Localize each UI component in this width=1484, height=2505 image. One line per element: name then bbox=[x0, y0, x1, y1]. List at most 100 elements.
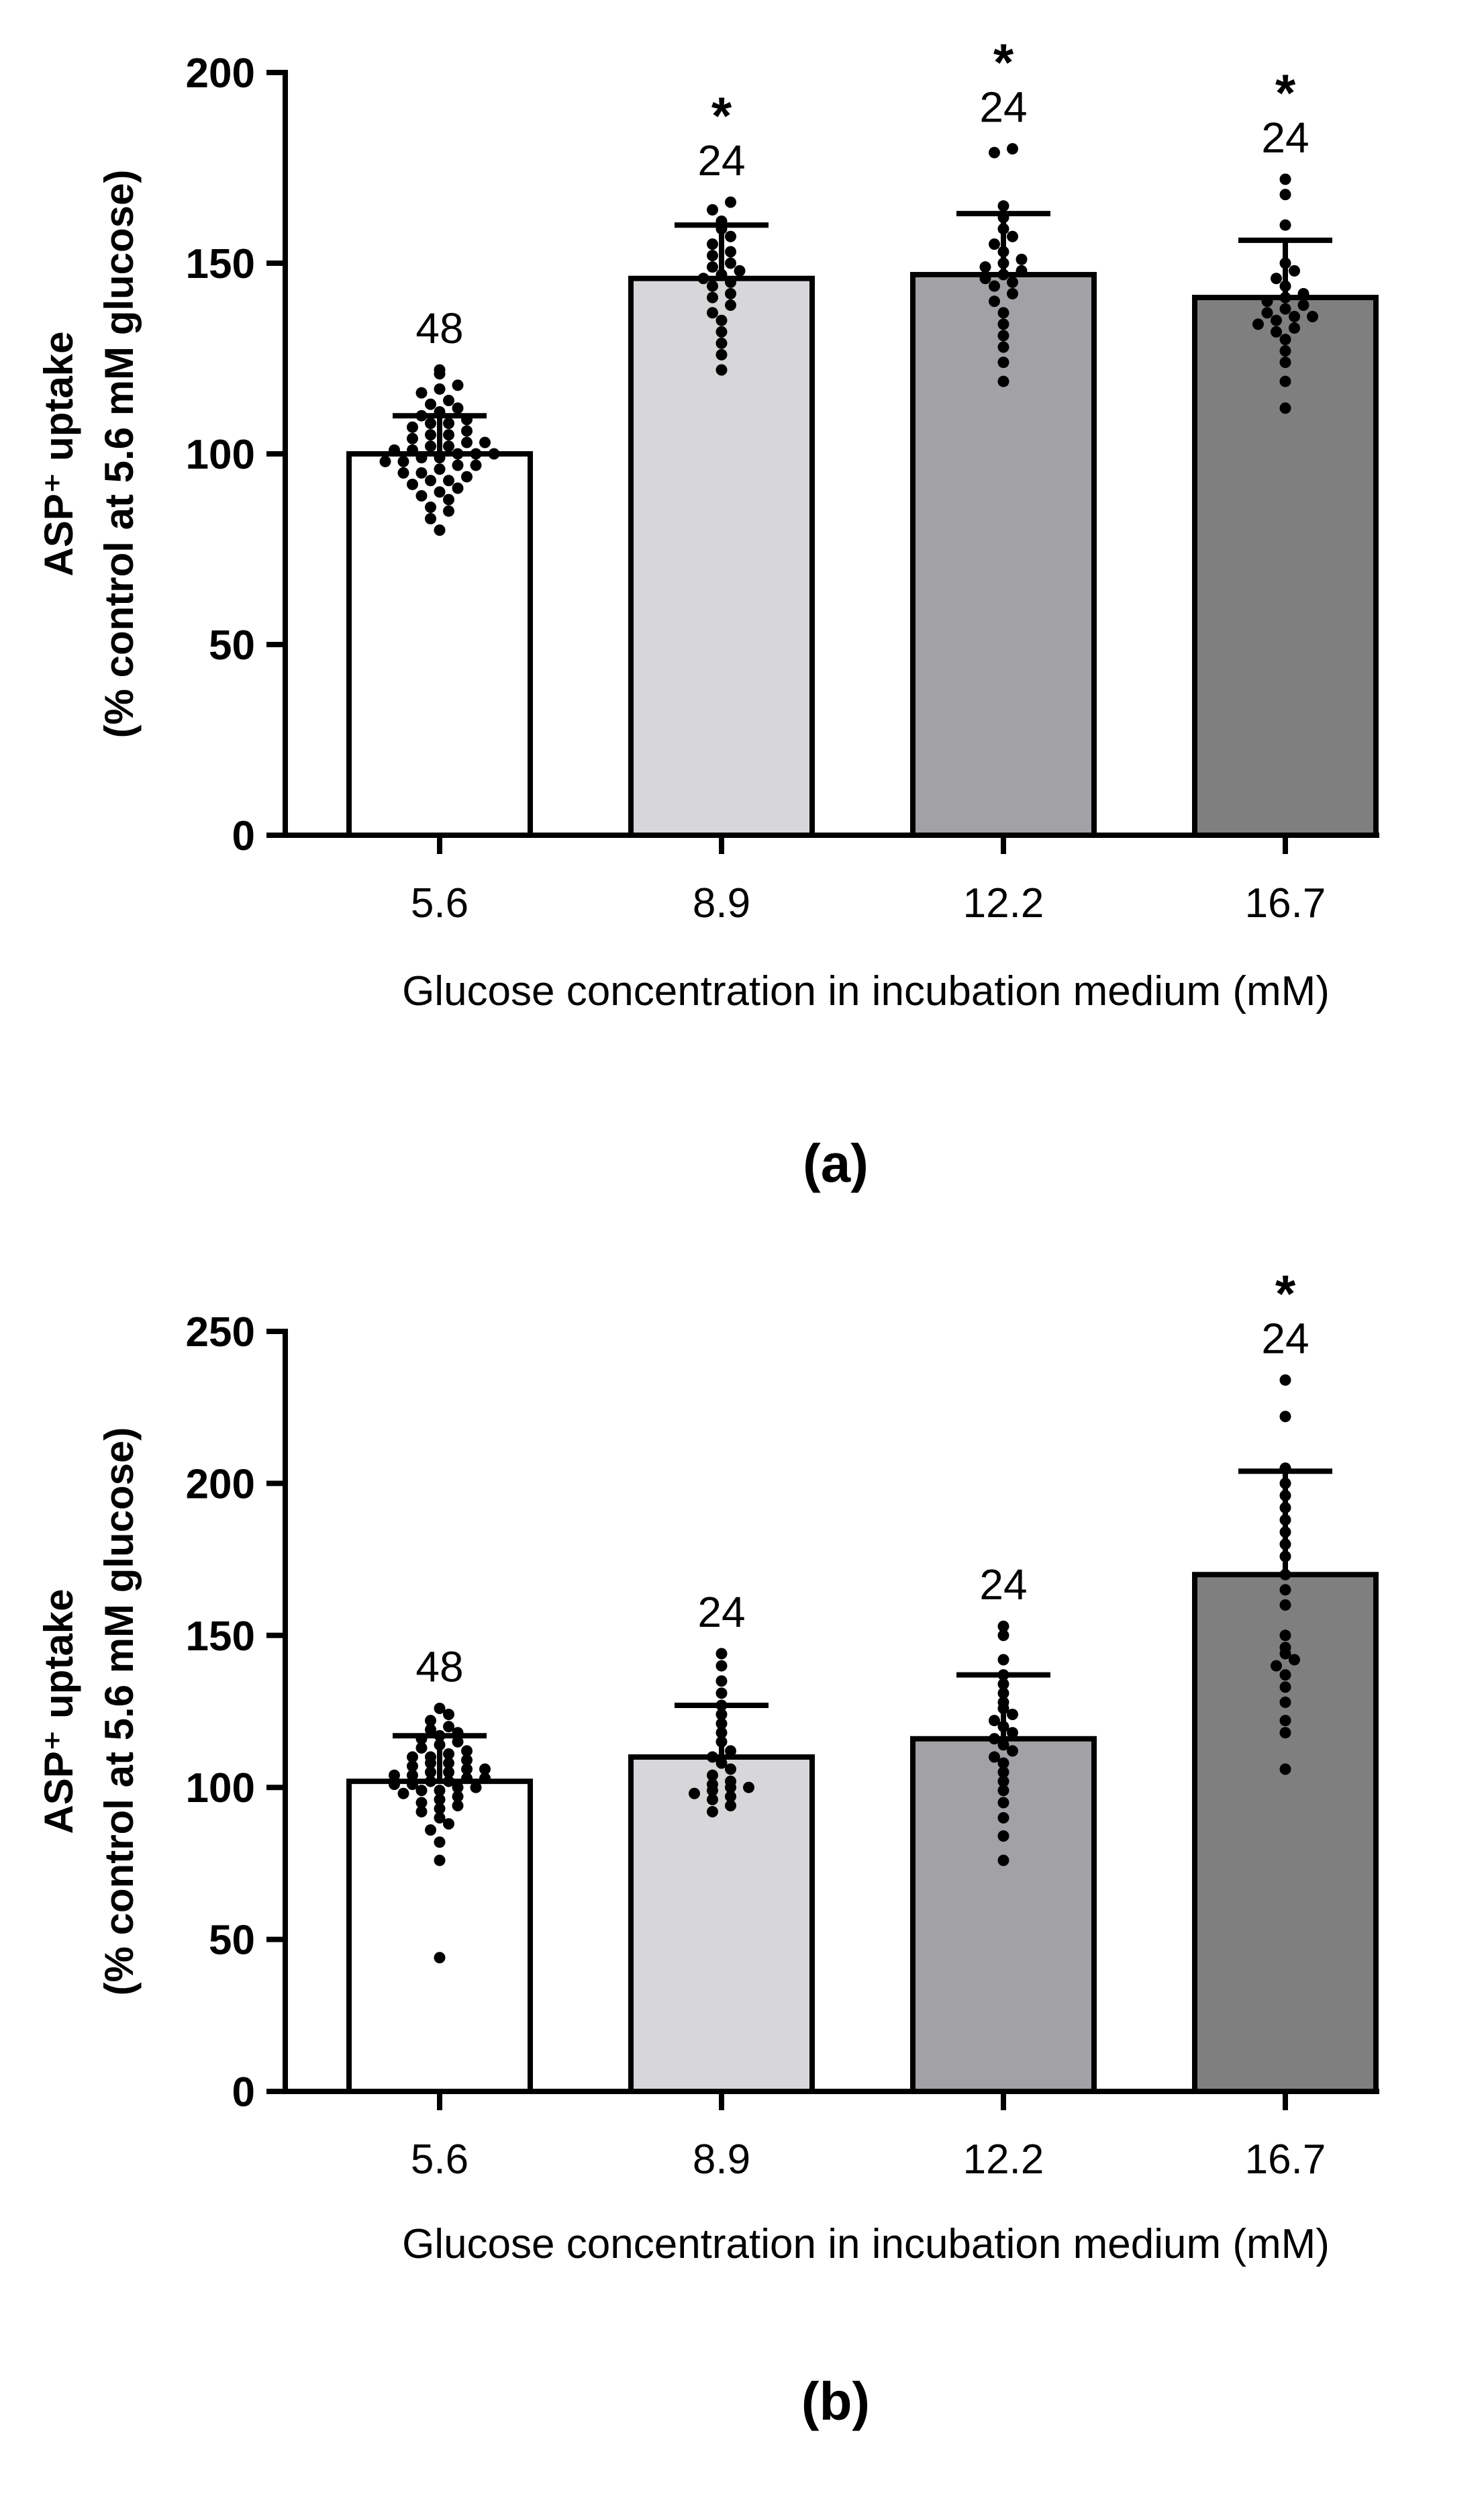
data-point bbox=[1007, 230, 1018, 242]
data-point bbox=[415, 452, 428, 464]
data-point bbox=[443, 1757, 454, 1769]
data-point bbox=[434, 1811, 446, 1824]
data-point bbox=[715, 364, 728, 376]
data-point bbox=[1007, 276, 1018, 288]
data-point bbox=[1279, 1681, 1291, 1693]
data-point bbox=[389, 1779, 400, 1791]
data-point bbox=[725, 276, 736, 288]
significance-star: * bbox=[993, 33, 1014, 92]
data-point bbox=[997, 1620, 1009, 1632]
data-point bbox=[715, 1648, 728, 1660]
data-point bbox=[389, 1769, 400, 1781]
data-point bbox=[488, 448, 500, 460]
data-point bbox=[715, 348, 728, 361]
panel-label: (a) bbox=[803, 1133, 869, 1193]
data-point bbox=[979, 261, 991, 273]
data-point bbox=[1279, 1629, 1291, 1642]
data-point bbox=[434, 364, 446, 376]
bar-8.9-mM bbox=[628, 275, 815, 839]
data-point bbox=[1289, 322, 1300, 334]
data-point bbox=[1279, 219, 1291, 231]
data-point bbox=[443, 1818, 454, 1830]
data-point bbox=[452, 402, 464, 414]
data-point bbox=[389, 444, 400, 456]
x-tick-label: 16.7 bbox=[1245, 880, 1326, 927]
data-point bbox=[734, 265, 746, 277]
data-point bbox=[1007, 1709, 1018, 1721]
data-point bbox=[1289, 311, 1300, 323]
data-point bbox=[725, 287, 736, 299]
y-tick-label: 0 bbox=[232, 2069, 255, 2116]
data-point bbox=[707, 307, 718, 319]
data-point bbox=[434, 1854, 446, 1866]
data-point bbox=[1289, 1654, 1300, 1666]
data-point bbox=[725, 1763, 736, 1775]
data-point bbox=[707, 1769, 718, 1781]
data-point bbox=[397, 1787, 409, 1799]
data-point bbox=[1252, 318, 1264, 330]
data-point bbox=[707, 203, 718, 216]
data-point bbox=[397, 455, 409, 467]
data-point bbox=[425, 513, 436, 525]
significance-star: * bbox=[1275, 63, 1296, 122]
data-point bbox=[697, 273, 709, 285]
data-point bbox=[725, 1745, 736, 1757]
data-point bbox=[434, 452, 446, 464]
data-point bbox=[725, 257, 736, 269]
data-point bbox=[452, 448, 464, 460]
data-point bbox=[1279, 1715, 1291, 1727]
data-point bbox=[1279, 1763, 1291, 1775]
data-point bbox=[425, 1766, 436, 1779]
data-point bbox=[715, 1757, 728, 1769]
data-point bbox=[997, 200, 1009, 212]
data-point bbox=[452, 1799, 464, 1811]
data-point bbox=[1007, 1727, 1018, 1739]
data-point bbox=[452, 1736, 464, 1748]
data-point bbox=[715, 326, 728, 338]
data-point bbox=[1279, 402, 1291, 414]
data-point bbox=[997, 1797, 1009, 1809]
data-point bbox=[470, 448, 482, 460]
data-point bbox=[715, 1660, 728, 1672]
data-point bbox=[715, 314, 728, 326]
data-point bbox=[434, 1952, 446, 1964]
data-point bbox=[1261, 307, 1273, 319]
data-point bbox=[434, 463, 446, 475]
data-point bbox=[707, 238, 718, 250]
data-point bbox=[715, 337, 728, 349]
data-point bbox=[443, 505, 454, 517]
data-point bbox=[461, 436, 473, 448]
data-point bbox=[997, 1830, 1009, 1842]
data-point bbox=[1279, 375, 1291, 387]
data-point bbox=[1016, 253, 1028, 265]
data-point bbox=[452, 459, 464, 471]
data-point bbox=[461, 1763, 473, 1775]
data-point bbox=[989, 280, 1000, 292]
data-point bbox=[707, 291, 718, 303]
y-tick-label: 100 bbox=[186, 1765, 255, 1811]
data-point bbox=[707, 261, 718, 273]
data-point bbox=[443, 429, 454, 441]
data-point bbox=[1261, 295, 1273, 308]
data-point bbox=[997, 1739, 1009, 1751]
data-point bbox=[443, 1709, 454, 1721]
x-axis-title: Glucose concentration in incubation medi… bbox=[402, 968, 1330, 1014]
data-point bbox=[1279, 357, 1291, 369]
data-point bbox=[434, 1785, 446, 1797]
data-point bbox=[1279, 1599, 1291, 1611]
data-point bbox=[434, 1793, 446, 1805]
bar-8.9-mM bbox=[628, 1754, 815, 2094]
data-point bbox=[407, 421, 418, 433]
significance-star: * bbox=[711, 86, 732, 145]
data-point bbox=[725, 196, 736, 208]
data-point bbox=[407, 444, 418, 456]
data-point bbox=[997, 1766, 1009, 1779]
data-point bbox=[434, 1702, 446, 1714]
data-point bbox=[997, 1775, 1009, 1787]
data-point bbox=[461, 471, 473, 483]
data-point bbox=[425, 475, 436, 487]
data-point bbox=[425, 1723, 436, 1736]
data-point bbox=[452, 379, 464, 391]
